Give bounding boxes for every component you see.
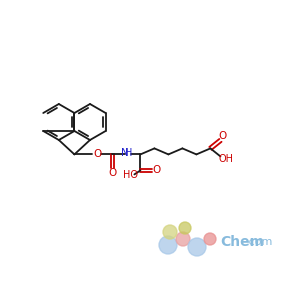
- Text: O: O: [108, 168, 116, 178]
- Text: O: O: [93, 149, 101, 159]
- Text: N: N: [121, 148, 128, 158]
- Text: O: O: [218, 131, 226, 141]
- Circle shape: [188, 238, 206, 256]
- Circle shape: [176, 232, 190, 246]
- Circle shape: [204, 233, 216, 245]
- Text: Chem: Chem: [220, 235, 264, 249]
- Text: OH: OH: [219, 154, 234, 164]
- Circle shape: [179, 222, 191, 234]
- Text: .com: .com: [246, 237, 273, 247]
- Text: HO: HO: [123, 170, 138, 180]
- Text: O: O: [152, 165, 160, 176]
- Circle shape: [159, 236, 177, 254]
- Circle shape: [163, 225, 177, 239]
- Text: H: H: [125, 148, 132, 158]
